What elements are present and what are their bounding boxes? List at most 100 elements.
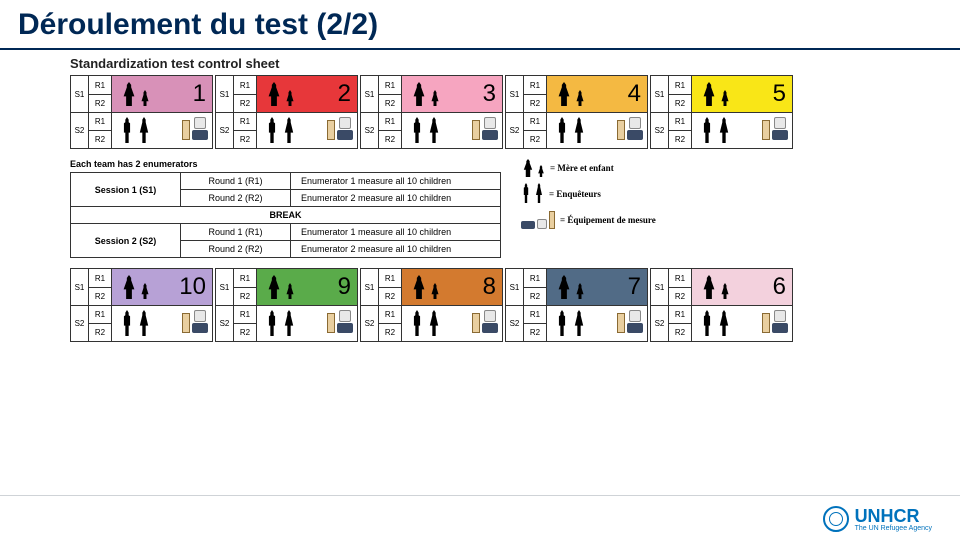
grid-s1: S1: [216, 269, 234, 305]
grid-r2: R2: [379, 94, 401, 112]
grid-r1b: R1: [669, 112, 691, 130]
grid-r2b: R2: [89, 323, 111, 341]
mother-child-icon: [700, 82, 730, 106]
grid-r1b: R1: [234, 305, 256, 323]
station-number: 5: [773, 80, 786, 108]
s1r1-desc: Enumerator 1 measure all 10 children: [291, 173, 501, 190]
station-number: 3: [483, 80, 496, 108]
schedule-table: Session 1 (S1) Round 1 (R1) Enumerator 1…: [70, 172, 501, 258]
mother-child-icon: [265, 275, 295, 299]
enumerator-pair-icon: [265, 117, 296, 145]
legend-equip-label: = Équipement de mesure: [560, 215, 656, 225]
grid-r1: R1: [89, 76, 111, 94]
grid-s2: S2: [506, 305, 524, 341]
station-10: S1 R1 R2 S2 R1 R2 10: [70, 268, 213, 342]
enumerators-icon: [521, 183, 544, 205]
grid-r2b: R2: [669, 130, 691, 148]
grid-r2: R2: [524, 94, 546, 112]
grid-r2b: R2: [669, 323, 691, 341]
grid-r2b: R2: [524, 323, 546, 341]
grid-s2: S2: [651, 112, 669, 148]
grid-r1b: R1: [379, 305, 401, 323]
station-number-box: 4: [547, 76, 647, 112]
station-enum-row: [402, 305, 502, 341]
enumerator-pair-icon: [120, 117, 151, 145]
station-number: 7: [628, 273, 641, 301]
grid-s1: S1: [361, 76, 379, 112]
grid-r2: R2: [89, 94, 111, 112]
enumerator-pair-icon: [700, 117, 731, 145]
grid-r1: R1: [524, 76, 546, 94]
station-grid: S1 R1 R2 S2 R1 R2: [216, 76, 257, 148]
mother-child-icon: [521, 159, 545, 177]
grid-s1: S1: [71, 269, 89, 305]
grid-r1: R1: [234, 76, 256, 94]
station-number-box: 7: [547, 269, 647, 305]
station-number: 8: [483, 273, 496, 301]
station-enum-row: [402, 112, 502, 148]
grid-r2b: R2: [379, 323, 401, 341]
mother-child-icon: [410, 82, 440, 106]
mother-child-icon: [120, 82, 150, 106]
equipment-icon: [472, 117, 498, 140]
grid-r2: R2: [234, 94, 256, 112]
legend-mother-child: = Mère et enfant: [521, 159, 656, 177]
enumerator-pair-icon: [555, 117, 586, 145]
mother-child-icon: [700, 275, 730, 299]
grid-s2: S2: [216, 112, 234, 148]
mother-child-icon: [410, 275, 440, 299]
legend-enumerators: = Enquêteurs: [521, 183, 656, 205]
enumerator-pair-icon: [265, 310, 296, 338]
grid-r1b: R1: [379, 112, 401, 130]
station-right: 3: [402, 76, 502, 148]
grid-s2: S2: [71, 305, 89, 341]
grid-r1: R1: [234, 269, 256, 287]
legend-enum-label: = Enquêteurs: [549, 189, 601, 199]
unhcr-logo: UNHCR The UN Refugee Agency: [823, 506, 932, 532]
station-1: S1 R1 R2 S2 R1 R2 1: [70, 75, 213, 149]
grid-s1: S1: [651, 76, 669, 112]
grid-r1b: R1: [669, 305, 691, 323]
grid-r2: R2: [669, 94, 691, 112]
station-right: 4: [547, 76, 647, 148]
mother-child-icon: [555, 275, 585, 299]
equipment-icon: [472, 310, 498, 333]
station-number-box: 3: [402, 76, 502, 112]
session-2-label: Session 2 (S2): [71, 224, 181, 258]
grid-r1: R1: [669, 76, 691, 94]
grid-r2: R2: [89, 287, 111, 305]
equipment-icon: [182, 117, 208, 140]
equipment-icon: [617, 117, 643, 140]
footer-divider: [0, 495, 960, 496]
equipment-icon: [327, 310, 353, 333]
slide-title: Déroulement du test (2/2): [0, 0, 960, 50]
station-number: 6: [773, 273, 786, 301]
station-right: 9: [257, 269, 357, 341]
grid-r1: R1: [89, 269, 111, 287]
station-number: 9: [338, 273, 351, 301]
station-enum-row: [692, 112, 792, 148]
s1r1-round: Round 1 (R1): [181, 173, 291, 190]
station-grid: S1 R1 R2 S2 R1 R2: [361, 269, 402, 341]
s1r2-round: Round 2 (R2): [181, 190, 291, 207]
break-row: BREAK: [71, 207, 501, 224]
equipment-icon: [762, 310, 788, 333]
session-1-label: Session 1 (S1): [71, 173, 181, 207]
grid-r1b: R1: [524, 305, 546, 323]
grid-s1: S1: [71, 76, 89, 112]
grid-r2: R2: [379, 287, 401, 305]
grid-s2: S2: [651, 305, 669, 341]
station-right: 6: [692, 269, 792, 341]
legend: = Mère et enfant = Enquêteurs = Équipeme…: [521, 159, 656, 258]
grid-s2: S2: [361, 305, 379, 341]
station-number-box: 10: [112, 269, 212, 305]
station-enum-row: [547, 112, 647, 148]
station-right: 2: [257, 76, 357, 148]
logo-subtext: The UN Refugee Agency: [855, 525, 932, 532]
station-grid: S1 R1 R2 S2 R1 R2: [71, 269, 112, 341]
s1r2-desc: Enumerator 2 measure all 10 children: [291, 190, 501, 207]
station-grid: S1 R1 R2 S2 R1 R2: [361, 76, 402, 148]
enumerator-pair-icon: [410, 310, 441, 338]
station-number-box: 1: [112, 76, 212, 112]
station-number: 1: [193, 80, 206, 108]
